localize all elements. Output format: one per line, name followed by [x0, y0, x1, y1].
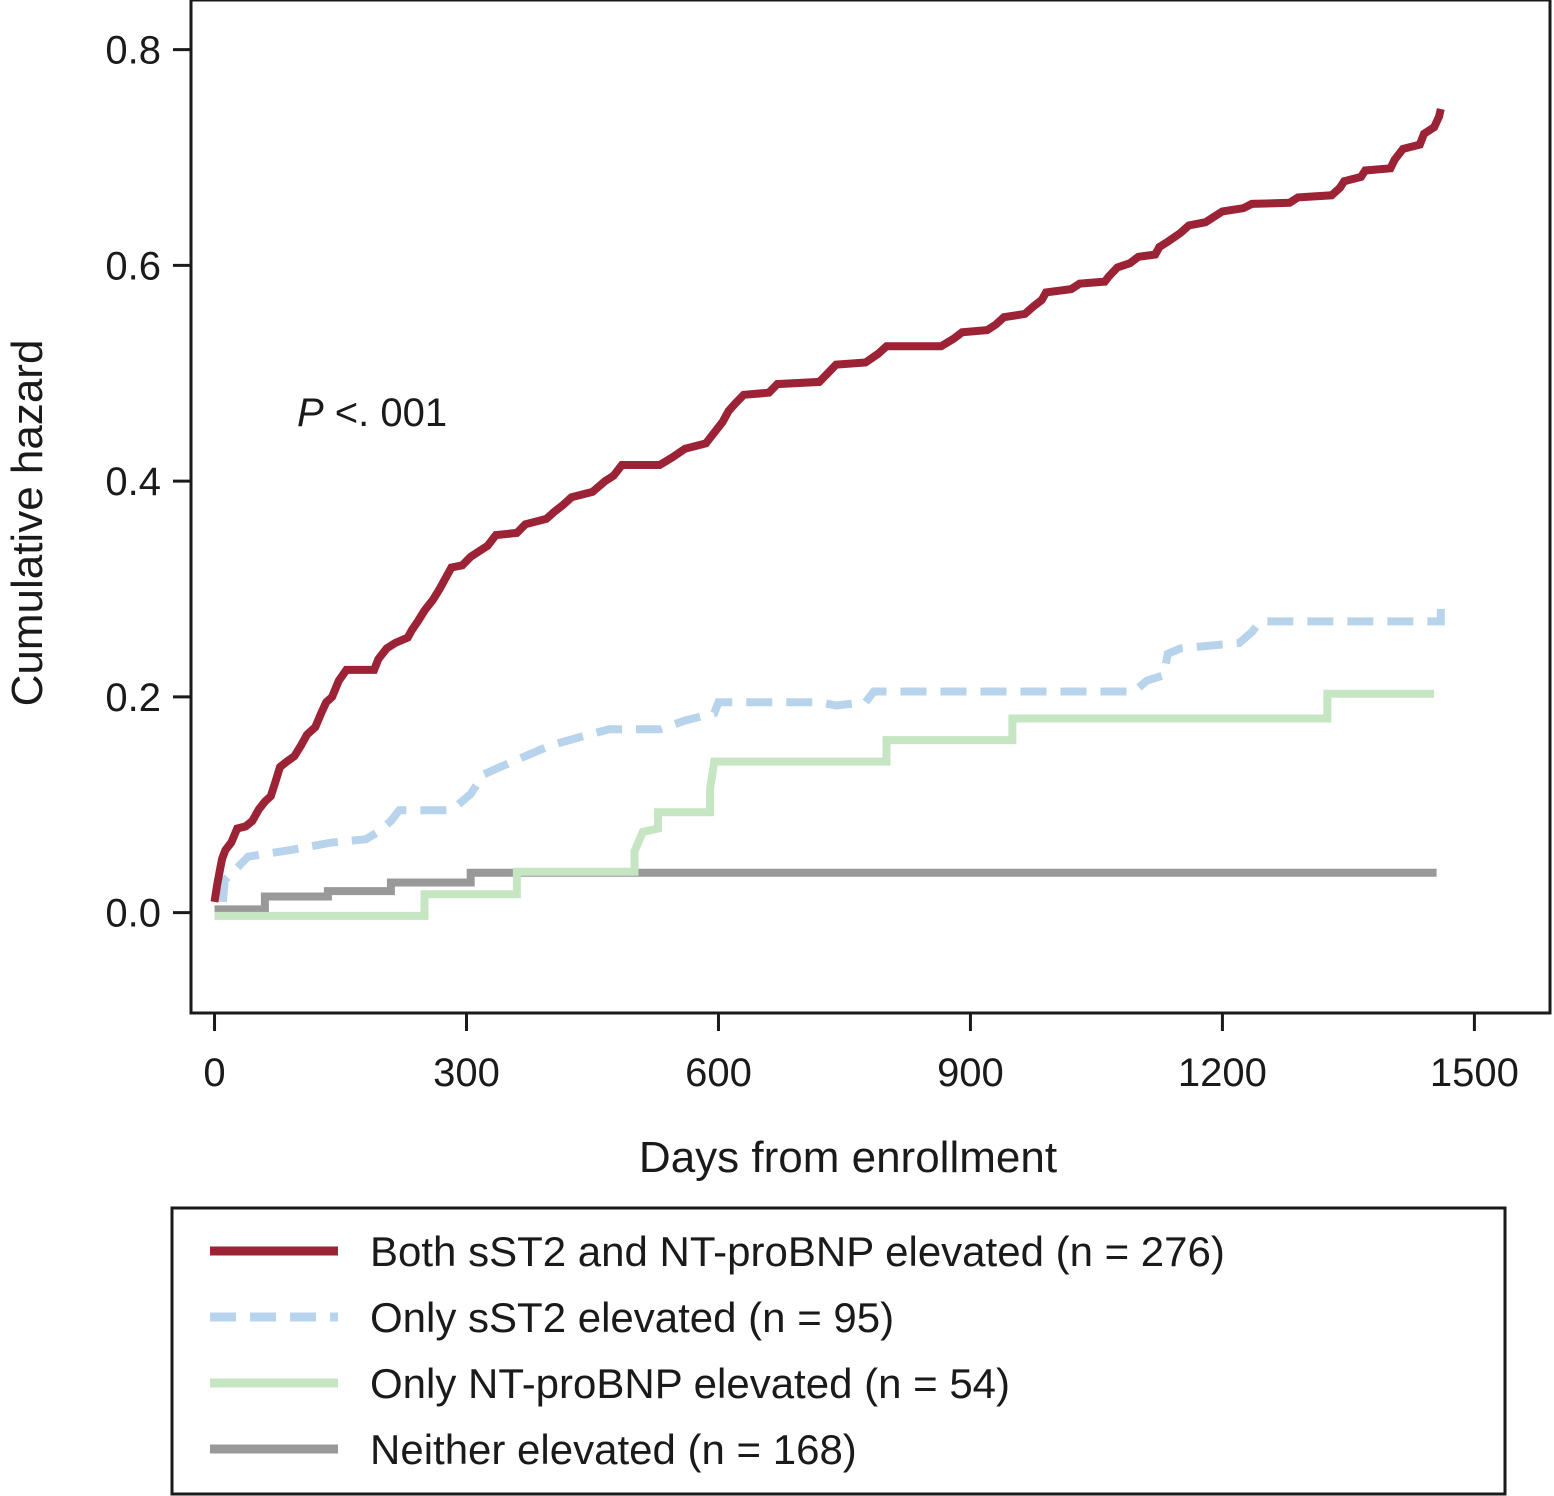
legend-label-both-sst2-and-nt-probnp-elevated: Both sST2 and NT-proBNP elevated (n = 27… — [370, 1228, 1225, 1275]
x-tick-label-0: 0 — [203, 1051, 225, 1095]
y-axis-title: Cumulative hazard — [3, 340, 52, 707]
y-tick-label-1: 0.2 — [105, 676, 161, 720]
x-tick-label-900: 900 — [937, 1051, 1004, 1095]
legend-label-only-nt-probnp-elevated: Only NT-proBNP elevated (n = 54) — [370, 1360, 1010, 1407]
x-tick-label-300: 300 — [433, 1051, 500, 1095]
legend-label-neither-elevated: Neither elevated (n = 168) — [370, 1426, 857, 1473]
x-axis: 0 300 600 900 1200 1500 — [203, 1013, 1519, 1095]
y-tick-label-2: 0.4 — [105, 460, 161, 504]
legend: Both sST2 and NT-proBNP elevated (n = 27… — [210, 1228, 1225, 1473]
series-line-both-sst2-and-nt-probnp-elevated — [210, 108, 1445, 903]
legend-box — [170, 1206, 1507, 1496]
x-tick-label-1200: 1200 — [1178, 1051, 1267, 1095]
x-tick-label-600: 600 — [685, 1051, 752, 1095]
legend-label-only-sst2-elevated: Only sST2 elevated (n = 95) — [370, 1294, 894, 1341]
y-tick-label-4: 0.8 — [105, 29, 161, 73]
series-line-only-sst2-elevated — [218, 605, 1445, 903]
p-value-rest: <. 001 — [324, 391, 447, 435]
p-value-annotation: P <. 001 — [297, 391, 447, 435]
y-tick-label-0: 0.0 — [105, 892, 161, 936]
series-layer — [210, 108, 1445, 920]
y-axis: 0.0 0.2 0.4 0.6 0.8 — [105, 29, 191, 936]
series-line-only-nt-probnp-elevated — [214, 689, 1435, 920]
y-tick-label-3: 0.6 — [105, 244, 161, 288]
p-value-italic: P — [297, 391, 324, 435]
x-axis-title: Days from enrollment — [639, 1133, 1057, 1182]
plot-frame — [189, 0, 1552, 1015]
x-tick-label-1500: 1500 — [1430, 1051, 1519, 1095]
series-line-neither-elevated — [214, 868, 1437, 914]
